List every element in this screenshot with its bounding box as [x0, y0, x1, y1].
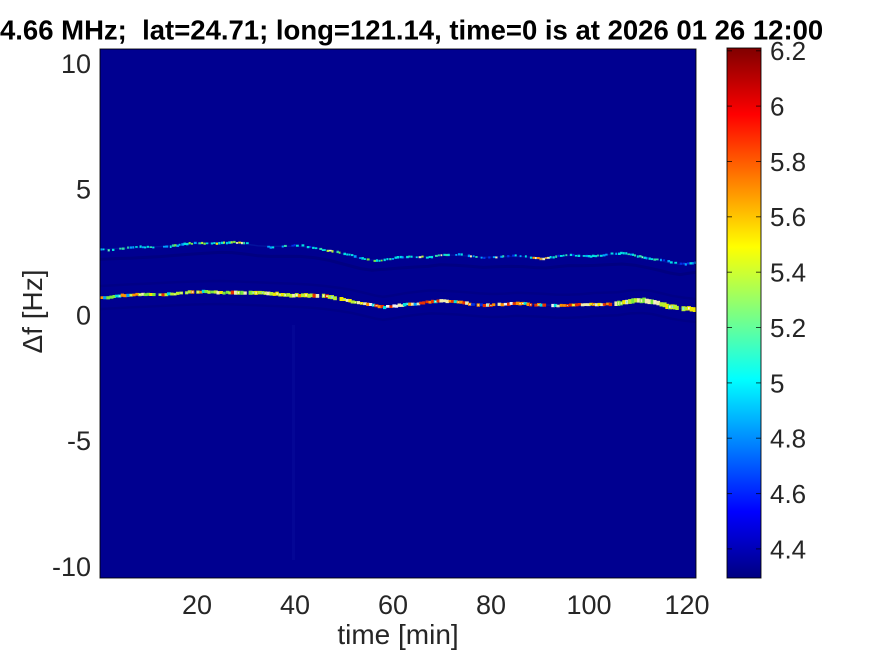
svg-text:5.6: 5.6	[770, 202, 806, 232]
svg-text:4.8: 4.8	[770, 424, 806, 454]
svg-text:4.66 MHz; lat=24.71; long=121: 4.66 MHz; lat=24.71; long=121.14, time=0…	[0, 15, 823, 46]
svg-text:5.8: 5.8	[770, 147, 806, 177]
svg-text:-5: -5	[67, 426, 91, 456]
svg-text:time [min]: time [min]	[337, 619, 458, 650]
svg-text:5.2: 5.2	[770, 313, 806, 343]
svg-text:120: 120	[664, 590, 709, 620]
svg-text:60: 60	[378, 590, 408, 620]
svg-text:5: 5	[770, 368, 784, 398]
svg-text:80: 80	[476, 590, 506, 620]
svg-text:5: 5	[76, 175, 91, 205]
svg-text:40: 40	[280, 590, 310, 620]
svg-text:-10: -10	[52, 552, 91, 582]
svg-text:Δf [Hz]: Δf [Hz]	[17, 269, 48, 353]
svg-text:0: 0	[76, 300, 91, 330]
svg-text:100: 100	[566, 590, 611, 620]
svg-text:6: 6	[770, 92, 784, 122]
svg-text:10: 10	[61, 49, 91, 79]
svg-text:4.6: 4.6	[770, 479, 806, 509]
svg-text:20: 20	[182, 590, 212, 620]
svg-text:6.2: 6.2	[770, 36, 806, 66]
svg-text:5.4: 5.4	[770, 258, 806, 288]
svg-text:4.4: 4.4	[770, 534, 806, 564]
